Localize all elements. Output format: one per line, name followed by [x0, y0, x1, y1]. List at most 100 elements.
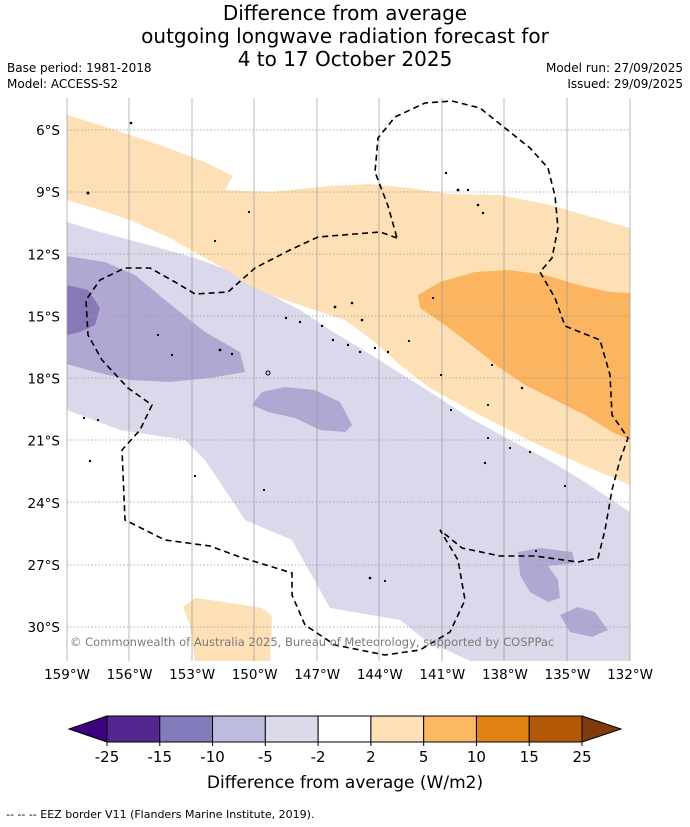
meta-left: Base period: 1981-2018 Model: ACCESS-S2 — [7, 60, 152, 92]
island — [284, 316, 288, 320]
copyright-text: © Commonwealth of Australia 2025, Bureau… — [70, 635, 554, 649]
colorbar-tick-label: 15 — [520, 748, 539, 766]
colorbar-segment — [106, 715, 161, 743]
island — [346, 343, 350, 347]
colorbar-segment — [475, 715, 530, 743]
eez-border-french-polynesia — [85, 100, 629, 656]
island — [368, 576, 372, 580]
lon-label: 138°W — [482, 667, 528, 683]
island — [170, 353, 174, 357]
island — [563, 484, 567, 488]
colorbar-tick-label: 25 — [572, 748, 591, 766]
anomaly-fields — [67, 115, 630, 661]
meta-right: Model run: 27/09/2025 Issued: 29/09/2025 — [546, 60, 683, 92]
island — [265, 370, 271, 376]
negative-anomaly-medium-patch — [252, 387, 352, 432]
island — [193, 474, 197, 478]
colorbar-tick-labels: -25 -15 -10 -5 -2 2 5 10 15 25 — [95, 742, 592, 766]
issued-date: Issued: 29/09/2025 — [567, 77, 683, 91]
island — [88, 459, 92, 463]
island — [86, 191, 90, 195]
island — [528, 450, 532, 454]
colorbar-segment — [528, 715, 583, 743]
lat-label: 21°S — [28, 434, 61, 450]
positive-anomaly-medium-region — [418, 270, 630, 440]
lat-label: 12°S — [28, 247, 61, 263]
island — [320, 324, 324, 328]
colorbar — [67, 715, 623, 743]
colorbar-extend-high — [581, 715, 623, 743]
island — [350, 301, 354, 305]
colorbar-segment — [159, 715, 214, 743]
island — [476, 203, 480, 207]
colorbar-extend-low — [67, 715, 108, 743]
island — [520, 386, 524, 390]
negative-anomaly-medium-patch-2 — [518, 548, 575, 602]
colorbar-tick-label: 5 — [419, 748, 429, 766]
lon-label: 132°W — [607, 667, 653, 683]
positive-anomaly-light-patch — [183, 598, 272, 661]
island — [230, 352, 234, 356]
lat-label: 18°S — [28, 372, 61, 388]
island — [486, 436, 490, 440]
lon-label: 144°W — [357, 667, 403, 683]
island — [298, 320, 302, 324]
island — [407, 339, 411, 343]
colorbar-segment — [212, 715, 266, 743]
island — [218, 348, 222, 352]
island — [360, 318, 364, 322]
island — [483, 461, 487, 465]
island — [486, 403, 490, 407]
latitude-labels: 6°S 9°S 12°S 15°S 18°S 21°S 24°S 27°S 30°S — [28, 123, 61, 636]
island — [449, 408, 453, 412]
positive-anomaly-light-region — [67, 115, 630, 485]
negative-anomaly-strong-region — [67, 285, 100, 335]
colorbar-tick-label: 10 — [467, 748, 486, 766]
island — [439, 373, 443, 377]
lon-label: 150°W — [232, 667, 278, 683]
lon-label: 141°W — [419, 667, 465, 683]
colorbar-tick-label: -25 — [95, 748, 120, 766]
island — [466, 188, 470, 192]
island — [156, 333, 160, 337]
lat-label: 30°S — [28, 620, 61, 636]
title-line-2: outgoing longwave radiation forecast for — [141, 24, 549, 48]
colorbar-segment — [264, 715, 319, 743]
colorbar-segment — [317, 715, 372, 743]
colorbar-label: Difference from average (W/m2) — [207, 773, 483, 793]
base-period: Base period: 1981-2018 — [7, 61, 152, 75]
title-line-1: Difference from average — [222, 1, 468, 25]
colorbar-segment — [370, 715, 425, 743]
eez-footer-note: -- -- -- EEZ border V11 (Flanders Marine… — [6, 808, 315, 821]
island — [213, 239, 217, 243]
islands — [82, 121, 567, 583]
colorbar-segment — [423, 715, 477, 743]
island — [333, 305, 337, 309]
longitude-labels: 159°W 156°W 153°W 150°W 147°W 144°W 141°W 138°W… — [44, 667, 653, 683]
negative-anomaly-light-region — [67, 222, 630, 661]
island — [331, 338, 335, 342]
lon-label: 147°W — [294, 667, 340, 683]
island — [247, 210, 251, 214]
colorbar-tick-label: -15 — [148, 748, 173, 766]
lat-label: 27°S — [28, 558, 61, 574]
island — [490, 363, 494, 367]
eez-borders — [85, 100, 629, 656]
island — [456, 188, 460, 192]
lon-label: 135°W — [545, 667, 591, 683]
lon-label: 159°W — [44, 667, 90, 683]
colorbar-tick-label: 2 — [366, 748, 376, 766]
island — [534, 549, 538, 553]
island — [82, 416, 86, 420]
lat-label: 15°S — [28, 309, 61, 325]
island — [386, 350, 390, 354]
lat-label: 9°S — [36, 185, 60, 201]
island — [508, 446, 512, 450]
chart-title: Difference from average outgoing longwav… — [0, 2, 690, 71]
negative-anomaly-medium-patch-3 — [560, 607, 608, 637]
model-run: Model run: 27/09/2025 — [545, 61, 683, 75]
lon-label: 156°W — [107, 667, 153, 683]
lat-label: 6°S — [36, 123, 60, 139]
negative-anomaly-medium-region — [67, 256, 245, 382]
model-name: Model: ACCESS-S2 — [7, 77, 119, 91]
